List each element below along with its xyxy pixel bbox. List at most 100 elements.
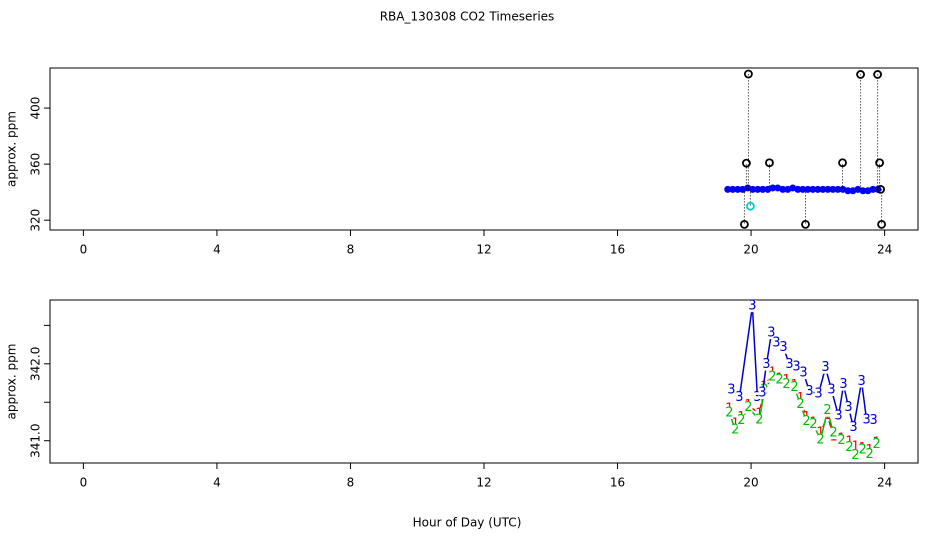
data-marker: 2: [865, 447, 873, 462]
data-marker: 3: [767, 326, 775, 341]
data-marker: 3: [758, 386, 766, 401]
marker-bg: [768, 370, 777, 383]
marker-bg: [790, 381, 799, 394]
data-marker: 3: [753, 390, 761, 405]
data-marker: 1: [796, 391, 804, 406]
data-point: [876, 184, 886, 194]
marker-bg: [816, 427, 825, 440]
x-axis-label: Hour of Day (UTC): [413, 516, 522, 530]
data-marker: 3: [735, 390, 743, 405]
x-tick-label: 20: [743, 476, 758, 490]
marker-bg: [845, 441, 854, 454]
marker-bg: [858, 443, 867, 456]
marker-bg: [851, 449, 860, 462]
x-tick-label: 4: [213, 476, 221, 490]
y-tick-label: 320: [29, 209, 43, 232]
marker-bg: [862, 413, 871, 426]
data-marker: 3: [792, 359, 800, 374]
chart-title: RBA_130308 CO2 Timeseries: [380, 10, 555, 24]
data-point: [801, 219, 810, 229]
data-point: [877, 219, 887, 229]
data-marker: 3: [844, 400, 852, 415]
data-marker: 2: [809, 417, 817, 432]
marker-bg: [857, 375, 866, 388]
data-marker: 3: [821, 360, 829, 375]
marker-bg: [823, 404, 832, 417]
data-marker: 2: [802, 414, 810, 429]
data-marker: 3: [799, 366, 807, 381]
data-point: [856, 70, 865, 79]
data-marker: 2: [816, 432, 824, 447]
data-marker: 3: [849, 420, 857, 435]
data-marker: 2: [796, 397, 804, 412]
data-marker: 3: [827, 382, 835, 397]
marker-bg: [762, 358, 771, 371]
data-point: [875, 158, 885, 168]
marker-bg: [782, 378, 791, 391]
data-marker: 2: [858, 442, 866, 457]
marker-bg: [809, 418, 818, 431]
data-marker: 3: [805, 384, 813, 399]
marker-bg: [827, 383, 836, 396]
x-tick-label: 12: [476, 243, 491, 257]
data-point: [765, 158, 774, 168]
data-marker: 1: [851, 439, 859, 454]
marker-bg: [758, 387, 767, 400]
marker-bg: [755, 413, 764, 426]
data-marker: 2: [823, 403, 831, 418]
data-point: [742, 158, 751, 168]
marker-bg: [816, 433, 825, 446]
marker-bg: [837, 434, 846, 447]
marker-bg: [796, 398, 805, 411]
data-point: [744, 69, 753, 79]
data-marker: 2: [744, 400, 752, 415]
x-tick-label: 8: [347, 243, 355, 257]
data-marker: 3: [814, 386, 822, 401]
marker-bg: [753, 391, 762, 404]
marker-bg: [744, 401, 753, 414]
marker-bg: [821, 361, 830, 374]
marker-bg: [869, 414, 878, 427]
marker-bg: [851, 440, 860, 453]
data-marker: 2: [737, 413, 745, 428]
marker-bg: [767, 327, 776, 340]
data-marker: 3: [839, 377, 847, 392]
marker-bg: [872, 438, 881, 451]
data-marker: 3: [779, 340, 787, 355]
y-tick-label: 341.0: [29, 424, 43, 458]
x-tick-label: 24: [877, 476, 892, 490]
y-tick-label: 342.0: [29, 347, 43, 381]
marker-bg: [865, 448, 874, 461]
x-tick-label: 8: [347, 476, 355, 490]
marker-bg: [779, 341, 788, 354]
data-marker: 3: [785, 357, 793, 372]
marker-bg: [731, 423, 740, 436]
marker-bg: [805, 385, 814, 398]
data-point: [838, 158, 847, 168]
marker-bg: [792, 360, 801, 373]
plot-frame: [49, 67, 919, 231]
y-tick-label: 360: [29, 153, 43, 176]
y-axis-label: approx. ppm: [5, 344, 19, 420]
data-marker: 3: [748, 299, 756, 314]
marker-bg: [844, 401, 853, 414]
x-tick-label: 24: [877, 243, 892, 257]
data-marker: 3: [869, 413, 877, 428]
marker-bg: [737, 414, 746, 427]
marker-bg: [834, 410, 843, 423]
marker-bg: [775, 373, 784, 386]
data-point: [873, 70, 883, 79]
marker-bg: [849, 421, 858, 434]
data-marker: 3: [772, 336, 780, 351]
data-marker: 2: [837, 433, 845, 448]
data-marker: 3: [762, 357, 770, 372]
marker-bg: [799, 367, 808, 380]
data-marker: 2: [790, 380, 798, 395]
marker-bg: [772, 337, 781, 350]
marker-bg: [731, 417, 740, 430]
data-marker: 2: [845, 440, 853, 455]
data-marker: 2: [829, 426, 837, 441]
data-marker: 2: [731, 422, 739, 437]
marker-bg: [735, 391, 744, 404]
data-marker: 2: [782, 377, 790, 392]
